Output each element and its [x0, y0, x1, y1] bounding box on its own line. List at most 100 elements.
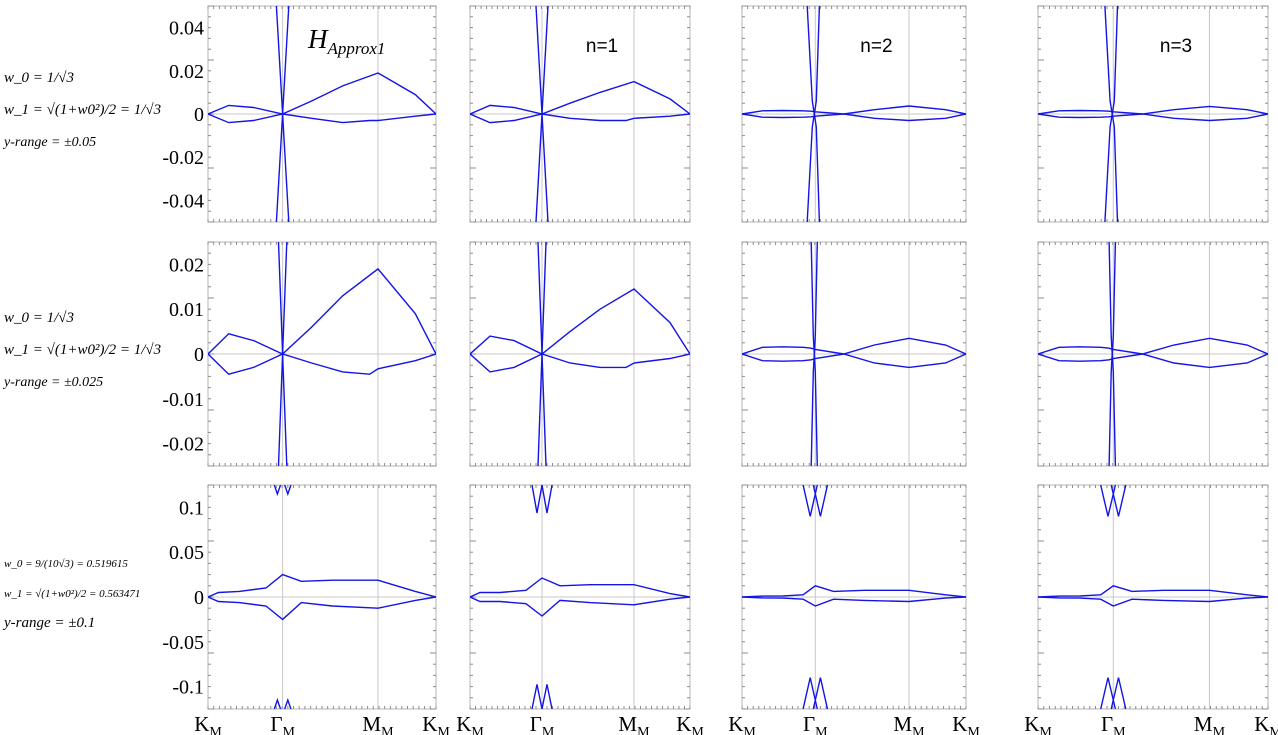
band-line-6	[284, 697, 292, 709]
row-label: w_0 = 1/√3 w_1 = √(1+w0²)/2 = 1/√3 y-range…	[2, 310, 161, 390]
row-2: 0.02 0.01 0 -0.01 -0.02 w_0 = 1/√3 w_1 = √(1+w…	[2, 241, 1269, 467]
band-line-2	[208, 353, 436, 375]
band-line-4	[541, 485, 553, 514]
panel-r1-c1: 0.04 0.02 0 -0.02 -0.04 HApprox1	[162, 5, 437, 223]
panel-r3-c1: 0.1 0.05 0 -0.05 -0.1 KM ΓM MM KM	[162, 484, 450, 735]
band-line-4	[535, 6, 549, 222]
y-tick-label: -0.01	[162, 389, 204, 411]
y-tick-label: 0.1	[179, 497, 204, 519]
x-tick-label-mm: MM	[618, 712, 650, 735]
y-tick-label: -0.02	[162, 147, 204, 169]
band-line-5	[802, 677, 818, 709]
band-line-1	[470, 80, 690, 115]
panel-r2-c3	[741, 241, 967, 467]
y-tick-label: -0.04	[162, 190, 204, 212]
band-line-2	[742, 596, 966, 607]
band-line-1	[1038, 585, 1268, 598]
band-line-4	[1104, 6, 1119, 222]
panel-r2-c4	[1037, 241, 1269, 467]
x-tick-label-km: KM	[728, 712, 756, 735]
x-tick-label-km: KM	[1254, 712, 1278, 735]
band-line-2	[470, 596, 690, 617]
panel-r1-c3: n=2	[741, 5, 967, 223]
x-tick-label-km: KM	[194, 712, 222, 735]
x-tick-label-km: KM	[952, 712, 980, 735]
band-line-2	[470, 353, 690, 373]
band-line-1	[742, 105, 966, 115]
y-tick-label: -0.1	[172, 677, 204, 699]
band-line-1	[470, 288, 690, 355]
band-line-1	[1038, 105, 1268, 115]
band-line-2	[470, 113, 690, 124]
band-line-2	[742, 113, 966, 122]
band-line-2	[742, 353, 966, 369]
x-tick-label-mm: MM	[893, 712, 925, 735]
band-line-4	[810, 242, 818, 466]
x-tick-label-gamma: ΓM	[530, 712, 555, 735]
row-label: w_0 = 9/(10√3) = 0.519615 w_1 = √(1+w0²)/…	[2, 558, 140, 631]
panel-r2-c1: 0.02 0.01 0 -0.01 -0.02	[162, 241, 437, 467]
band-line-3	[531, 485, 543, 514]
x-tick-label-km: KM	[1024, 712, 1052, 735]
panel-title: n=2	[860, 36, 892, 57]
y-tick-label: 0.01	[169, 299, 204, 321]
panel-r3-c3: KM ΓM MM KM	[728, 484, 980, 735]
row-label-line: w_0 = 1/√3	[4, 310, 74, 326]
band-line-4	[277, 242, 288, 466]
row-label-line: w_0 = 1/√3	[4, 70, 74, 86]
x-tick-label-gamma: ΓM	[1101, 712, 1126, 735]
row-3: 0.10.050-0.05-0.1KM ΓM MM KM KM ΓM MM KM KM ΓM MM K…	[2, 484, 1278, 735]
y-tick-label: 0	[194, 104, 204, 126]
panel-title: n=1	[586, 36, 618, 57]
row-label-line: w_1 = √(1+w0²)/2 = 1/√3	[4, 102, 161, 118]
band-line-1	[208, 267, 436, 355]
y-tick-label: -0.02	[162, 434, 204, 456]
row-label-line: y-range = ±0.1	[2, 615, 95, 631]
band-line-1	[208, 573, 436, 598]
row-1: 0.04 0.02 0 -0.02 -0.04 HApprox1 n=1 n=2 n=3 w_0 …	[2, 5, 1269, 223]
y-tick-label: 0.04	[169, 18, 204, 40]
band-line-2	[208, 596, 436, 621]
band-line-2	[208, 113, 436, 124]
row-label-line: w_1 = √(1+w0²)/2 = 1/√3	[4, 342, 161, 358]
band-line-4	[806, 6, 821, 222]
band-line-3	[273, 485, 282, 497]
band-line-4	[275, 6, 290, 222]
x-tick-label-mm: MM	[1194, 712, 1226, 735]
y-tick-label: 0	[194, 344, 204, 366]
row-label-line: w_1 = √(1+w0²)/2 = 0.563471	[4, 588, 140, 600]
panel-r3-c4: KM ΓM MM KM	[1024, 484, 1278, 735]
panel-r1-c2: n=1	[469, 5, 691, 223]
band-line-2	[1038, 353, 1268, 369]
y-tick-label: 0.05	[169, 542, 204, 564]
band-line-5	[531, 684, 543, 709]
band-line-4	[812, 485, 829, 517]
band-line-2	[1038, 113, 1268, 122]
x-tick-label-gamma: ΓM	[270, 712, 295, 735]
band-line-4	[537, 242, 547, 466]
row-label: w_0 = 1/√3 w_1 = √(1+w0²)/2 = 1/√3 y-range…	[2, 70, 161, 150]
band-line-1	[470, 577, 690, 598]
y-tick-label: -0.05	[162, 632, 204, 654]
band-line-1	[208, 72, 436, 115]
panel-r2-c2	[469, 241, 691, 467]
band-line-3	[802, 485, 818, 517]
row-label-line: y-range = ±0.05	[2, 135, 96, 150]
row-label-line: y-range = ±0.025	[2, 375, 103, 390]
x-tick-label-mm: MM	[362, 712, 394, 735]
band-line-6	[1110, 677, 1127, 709]
panel-title: n=3	[1160, 36, 1192, 57]
band-line-2	[1038, 596, 1268, 607]
band-line-4	[1108, 242, 1117, 466]
x-tick-label-km: KM	[456, 712, 484, 735]
band-line-1	[742, 585, 966, 598]
panel-r3-c2: KM ΓM MM KM	[456, 484, 704, 735]
x-tick-label-gamma: ΓM	[803, 712, 828, 735]
band-line-6	[541, 684, 553, 709]
row-label-line: w_0 = 9/(10√3) = 0.519615	[4, 558, 128, 570]
y-tick-label: 0.02	[169, 254, 204, 276]
band-line-5	[273, 697, 282, 709]
band-line-6	[812, 677, 829, 709]
x-tick-label-km: KM	[676, 712, 704, 735]
